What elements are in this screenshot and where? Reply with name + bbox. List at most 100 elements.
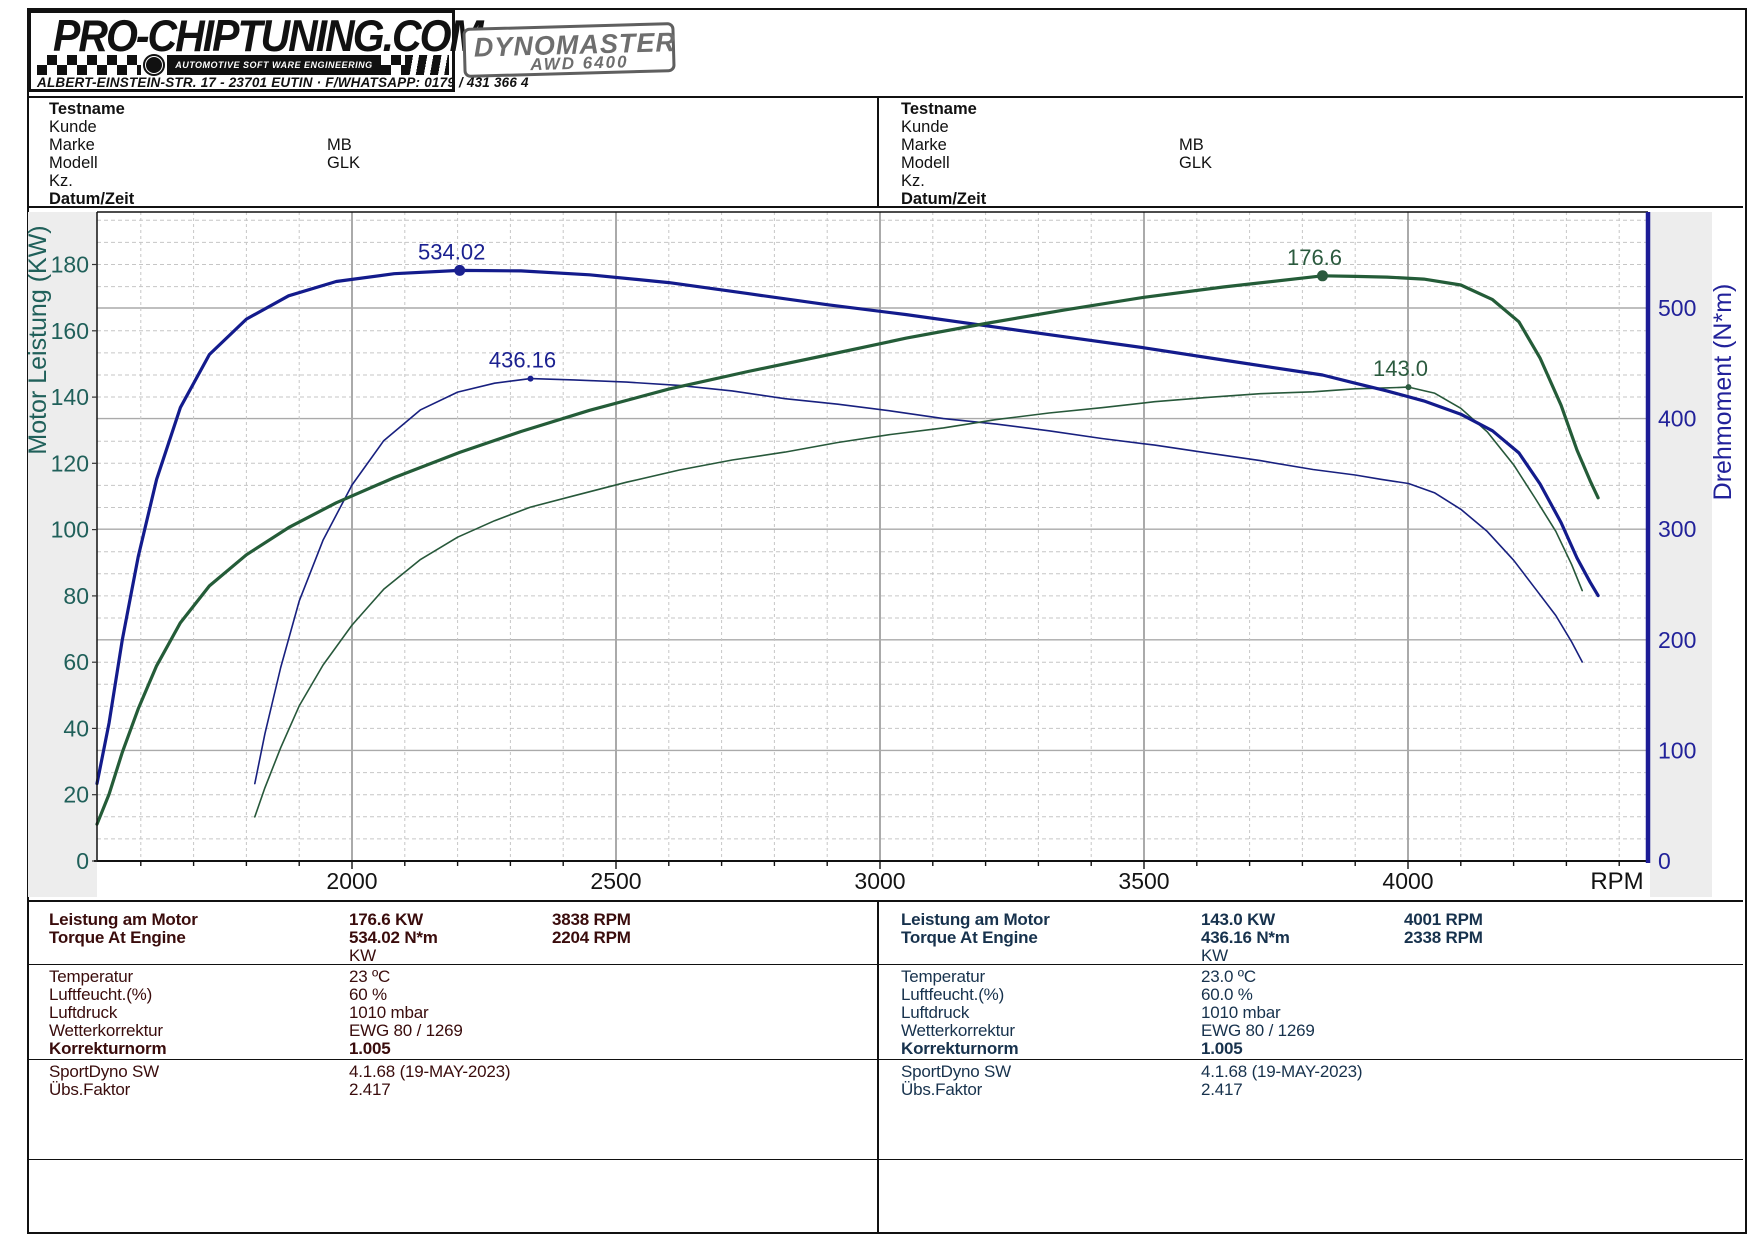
header-label: Kunde (901, 118, 949, 136)
header-label: Modell (901, 154, 950, 172)
header-label: Kunde (49, 118, 97, 136)
torque-run2-curve (254, 377, 1583, 785)
result-rpm: 2204 RPM (552, 928, 631, 947)
results-separator (27, 964, 1743, 965)
header-label: Datum/Zeit (49, 190, 135, 208)
result-row: Korrekturnorm 1.005 (879, 1039, 1719, 1058)
result-value: 436.16 N*m (1201, 928, 1290, 947)
logo-tagline: AUTOMOTIVE SOFT WARE ENGINEERING (167, 55, 381, 75)
header-value: MB (327, 136, 352, 154)
right-axis-tick-label: 200 (1658, 627, 1696, 653)
result-value: 60.0 % (1201, 985, 1253, 1004)
results-divider (877, 902, 879, 1232)
left-axis-tick-label: 140 (51, 384, 89, 410)
left-axis-tick-label: 180 (51, 252, 89, 278)
right-axis-tick-label: 0 (1658, 848, 1671, 874)
header-row: Datum/Zeit (879, 190, 1719, 208)
x-axis-unit-label: RPM (1590, 868, 1643, 895)
test-info-header: Testname Kunde Marke MB Modell GLK Kz. Datum/Ze… (27, 96, 1743, 208)
result-value: 534.02 N*m (349, 928, 438, 947)
peak-label: 534.02 (418, 239, 485, 264)
x-axis-tick-label: 2000 (326, 868, 377, 894)
peak-marker (454, 264, 466, 276)
left-axis-band (28, 212, 97, 897)
result-value: EWG 80 / 1269 (349, 1021, 463, 1040)
result-label: Korrekturnorm (901, 1039, 1019, 1058)
result-value: 4.1.68 (19-MAY-2023) (349, 1062, 511, 1081)
result-value: 143.0 KW (1201, 910, 1275, 929)
header-row: Testname (27, 100, 867, 118)
header-row: Modell GLK (879, 154, 1719, 172)
result-row: Luftdruck 1010 mbar (879, 1003, 1719, 1022)
left-axis-tick-label: 80 (63, 583, 89, 609)
result-value: 23 ºC (349, 967, 391, 986)
result-row: Übs.Faktor 2.417 (27, 1080, 867, 1099)
result-label: Wetterkorrektur (901, 1021, 1015, 1040)
company-address: ALBERT-EINSTEIN-STR. 17 - 23701 EUTIN · … (37, 75, 529, 90)
result-row: KW (879, 946, 1719, 965)
result-label: Torque At Engine (901, 928, 1038, 947)
result-value: KW (349, 946, 376, 965)
result-row: Korrekturnorm 1.005 (27, 1039, 867, 1058)
result-label: Luftdruck (49, 1003, 118, 1022)
result-label: Leistung am Motor (901, 910, 1050, 929)
result-label: Korrekturnorm (49, 1039, 167, 1058)
result-value: 23.0 ºC (1201, 967, 1256, 986)
checkered-flag-icon (37, 55, 142, 75)
result-label: Luftfeucht.(%) (49, 985, 153, 1004)
header-row: Marke MB (27, 136, 867, 154)
header-row: Modell GLK (27, 154, 867, 172)
result-label: Übs.Faktor (49, 1080, 131, 1099)
header-label: Kz. (49, 172, 73, 190)
result-value: 2.417 (349, 1080, 391, 1099)
peak-marker (527, 375, 534, 382)
header-label: Modell (49, 154, 98, 172)
header-label: Testname (49, 100, 125, 118)
header-row: Kunde (879, 118, 1719, 136)
x-axis-tick-label: 2500 (590, 868, 641, 894)
result-row: SportDyno SW 4.1.68 (19-MAY-2023) (27, 1062, 867, 1081)
result-row: SportDyno SW 4.1.68 (19-MAY-2023) (879, 1062, 1719, 1081)
result-row: Temperatur 23 ºC (27, 967, 867, 986)
right-axis-band (1650, 212, 1712, 897)
header-row: Kunde (27, 118, 867, 136)
result-value: 1010 mbar (349, 1003, 429, 1022)
result-row: Leistung am Motor 143.0 KW 4001 RPM (879, 910, 1719, 929)
result-label: Temperatur (901, 967, 985, 986)
left-axis-tick-label: 20 (63, 782, 89, 808)
header-row: Testname (879, 100, 1719, 118)
result-row: KW (27, 946, 867, 965)
result-label: Temperatur (49, 967, 133, 986)
brand-name: PRO-CHIPTUNING.COM (53, 11, 484, 61)
result-label: Torque At Engine (49, 928, 186, 947)
result-label: Luftfeucht.(%) (901, 985, 1005, 1004)
result-value: 60 % (349, 985, 387, 1004)
left-axis-tick-label: 120 (51, 450, 89, 476)
result-rpm: 3838 RPM (552, 910, 631, 929)
header-row: Datum/Zeit (27, 190, 867, 208)
result-label: Leistung am Motor (49, 910, 198, 929)
header-row: Kz. (27, 172, 867, 190)
results-separator (27, 1059, 1743, 1060)
left-axis-tick-label: 160 (51, 318, 89, 344)
result-row: Wetterkorrektur EWG 80 / 1269 (27, 1021, 867, 1040)
company-logo: PRO-CHIPTUNING.COM AUTOMOTIVE SOFT WARE … (28, 10, 529, 92)
result-row: Luftfeucht.(%) 60 % (27, 985, 867, 1004)
plot-area (97, 212, 1648, 861)
result-rpm: 4001 RPM (1404, 910, 1483, 929)
result-value: 4.1.68 (19-MAY-2023) (1201, 1062, 1363, 1081)
result-label: Übs.Faktor (901, 1080, 983, 1099)
header-label: Kz. (901, 172, 925, 190)
result-row: Luftdruck 1010 mbar (27, 1003, 867, 1022)
result-label: SportDyno SW (901, 1062, 1012, 1081)
power-run2-curve (254, 386, 1583, 818)
right-axis-tick-label: 500 (1658, 295, 1696, 321)
x-axis-tick-label: 3500 (1118, 868, 1169, 894)
header-divider (877, 98, 879, 206)
peak-marker (1317, 270, 1328, 282)
result-value: 1.005 (349, 1039, 391, 1058)
result-value: 176.6 KW (349, 910, 423, 929)
result-row: Temperatur 23.0 ºC (879, 967, 1719, 986)
